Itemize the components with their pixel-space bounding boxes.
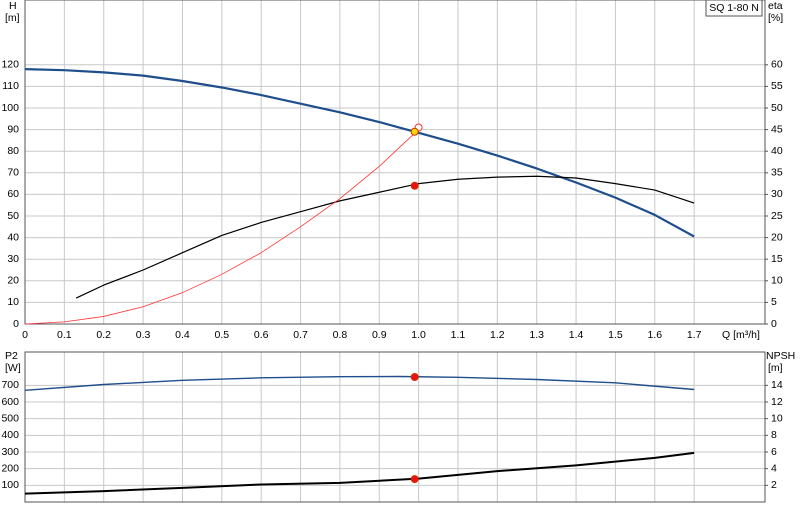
duty-point xyxy=(410,475,419,484)
y2-tick-label: 15 xyxy=(771,253,783,265)
y-axis-unit: [W] xyxy=(5,362,21,374)
y-tick-label: 10 xyxy=(7,296,19,308)
y2-tick-label: 5 xyxy=(771,296,777,308)
x-axis-label: Q [m³/h] xyxy=(722,329,760,341)
y-tick-label: 400 xyxy=(1,429,19,441)
x-tick-label: 1.6 xyxy=(647,329,662,341)
y2-tick-label: 4 xyxy=(771,462,777,474)
y2-axis-label: eta xyxy=(768,0,783,12)
y-tick-label: 50 xyxy=(7,210,19,222)
y2-tick-label: 25 xyxy=(771,210,783,222)
x-tick-label: 0.2 xyxy=(96,329,111,341)
x-tick-label: 1.1 xyxy=(451,329,466,341)
y2-axis-unit: [%] xyxy=(768,12,783,24)
y2-tick-label: 40 xyxy=(771,145,783,157)
curve xyxy=(75,175,695,299)
y-tick-label: 20 xyxy=(7,275,19,287)
legend-text: SQ 1-80 N xyxy=(709,2,759,14)
duty-point xyxy=(410,373,419,381)
plot-frame xyxy=(24,0,766,325)
x-tick-label: 1.3 xyxy=(529,329,544,341)
curve xyxy=(24,451,695,495)
x-tick-label: 1.4 xyxy=(569,329,584,341)
y2-tick-label: 60 xyxy=(771,59,783,71)
y-axis-label: P2 xyxy=(5,350,18,362)
y-tick-label: 100 xyxy=(1,102,19,114)
y2-tick-label: 12 xyxy=(771,396,783,408)
x-tick-label: 0.7 xyxy=(293,329,308,341)
y-tick-label: 600 xyxy=(1,396,19,408)
y2-axis-label: NPSH xyxy=(766,350,795,362)
duty-point xyxy=(410,181,419,190)
x-tick-label: 0.5 xyxy=(215,329,230,341)
y2-tick-label: 10 xyxy=(771,412,783,424)
x-tick-label: 0.8 xyxy=(333,329,348,341)
y-tick-label: 100 xyxy=(1,479,19,491)
x-tick-label: 0.3 xyxy=(136,329,151,341)
y-tick-label: 60 xyxy=(7,188,19,200)
y-tick-label: 300 xyxy=(1,446,19,458)
duty-point xyxy=(410,127,419,136)
y-axis-label: H xyxy=(9,0,17,12)
y2-tick-label: 6 xyxy=(771,446,777,458)
y2-tick-label: 45 xyxy=(771,123,783,135)
y-tick-label: 40 xyxy=(7,231,19,243)
y-tick-label: 120 xyxy=(1,59,19,71)
y-tick-label: 700 xyxy=(1,379,19,391)
y-tick-label: 70 xyxy=(7,167,19,179)
x-tick-label: 0.9 xyxy=(372,329,387,341)
y-axis-unit: [m] xyxy=(5,12,20,24)
y-tick-label: 500 xyxy=(1,412,19,424)
x-tick-label: 0.4 xyxy=(175,329,190,341)
y2-tick-label: 2 xyxy=(771,479,777,491)
curve xyxy=(24,129,419,325)
x-tick-label: 0.6 xyxy=(254,329,269,341)
y2-tick-label: 8 xyxy=(771,429,777,441)
x-tick-label: 1.5 xyxy=(608,329,623,341)
x-tick-label: 1.0 xyxy=(411,329,426,341)
y-tick-label: 110 xyxy=(2,80,19,92)
legend-box xyxy=(705,0,763,17)
y2-tick-label: 30 xyxy=(771,188,783,200)
x-tick-label: 1.2 xyxy=(490,329,505,341)
x-tick-label: 1.7 xyxy=(687,329,702,341)
curve xyxy=(24,68,695,238)
curve xyxy=(24,375,695,392)
y-tick-label: 0 xyxy=(13,318,19,330)
y2-tick-label: 14 xyxy=(771,379,783,391)
y-tick-label: 80 xyxy=(7,145,19,157)
plot-frame xyxy=(24,351,766,503)
y-tick-label: 200 xyxy=(1,462,19,474)
x-tick-label: 0.1 xyxy=(57,329,72,341)
y-tick-label: 90 xyxy=(7,123,19,135)
y2-tick-label: 0 xyxy=(771,318,777,330)
y2-tick-label: 20 xyxy=(771,231,783,243)
y2-tick-label: 35 xyxy=(771,167,783,179)
y-tick-label: 30 xyxy=(7,253,19,265)
y2-tick-label: 55 xyxy=(771,80,783,92)
y2-axis-unit: [m] xyxy=(768,362,783,374)
x-tick-label: 0 xyxy=(22,329,28,341)
y2-tick-label: 50 xyxy=(771,102,783,114)
y2-tick-label: 10 xyxy=(771,275,783,287)
